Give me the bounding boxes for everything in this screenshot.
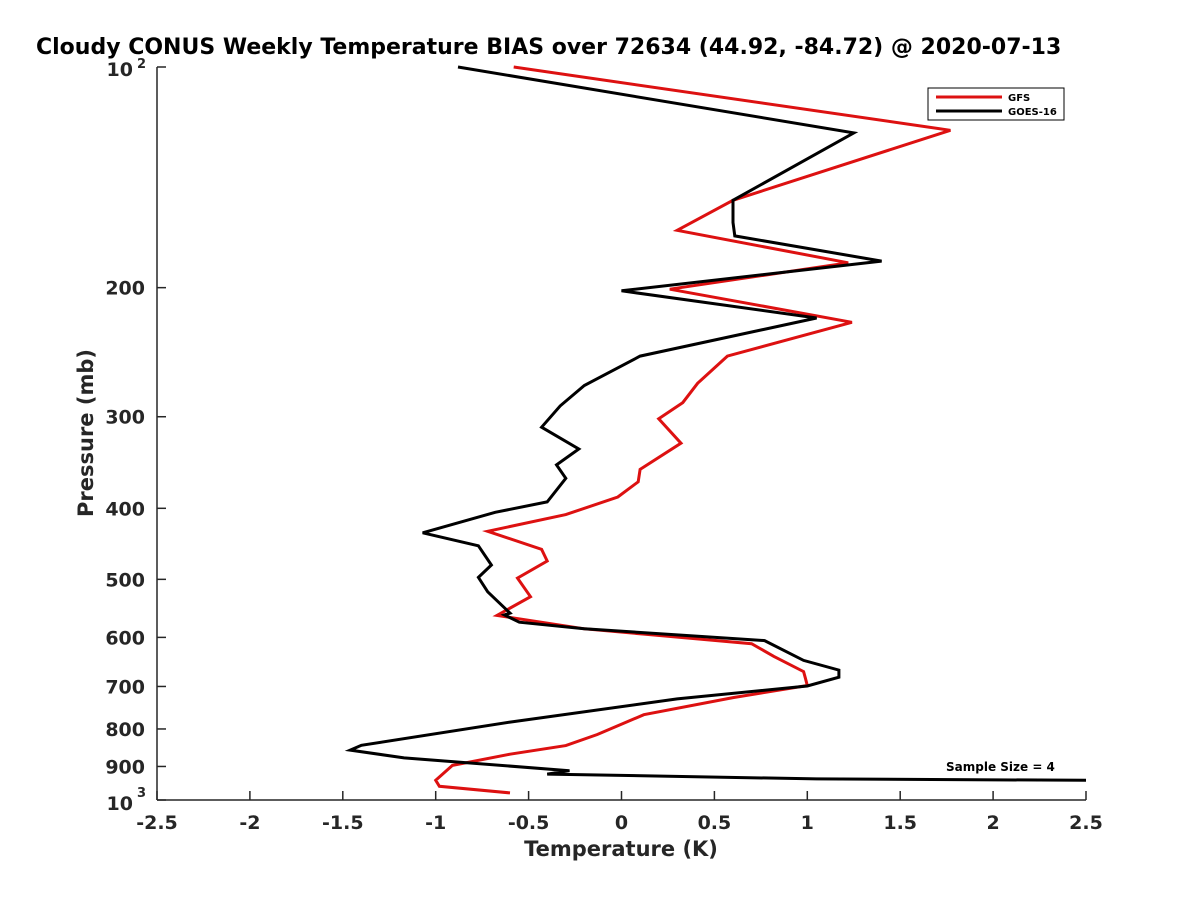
legend-label-goes-16: GOES-16 <box>1008 107 1057 118</box>
x-ticks: -2.5 -2 -1.5 -1 -0.5 0 0.5 1 1.5 2 2.5 <box>136 791 1103 834</box>
sample-size-annotation: Sample Size = 4 <box>946 760 1055 774</box>
y-tick-label: 10 <box>107 59 133 81</box>
y-tick-exponent: 2 <box>137 57 146 72</box>
y-tick-label: 200 <box>105 278 145 300</box>
x-tick-label: -1 <box>425 812 446 834</box>
legend-box <box>927 87 1065 121</box>
legend-label-gfs: GFS <box>1008 93 1030 104</box>
y-tick-label: 10 <box>107 793 133 815</box>
plot-background <box>157 67 1086 800</box>
x-tick-label: -2.5 <box>136 812 178 834</box>
x-tick-label: -0.5 <box>508 812 550 834</box>
y-tick-exponent: 3 <box>137 786 146 801</box>
plot-area <box>157 67 1086 800</box>
y-tick-label: 500 <box>105 569 145 591</box>
chart-title: Cloudy CONUS Weekly Temperature BIAS ove… <box>36 35 1061 60</box>
y-tick-label: 700 <box>105 676 145 698</box>
y-axis-label: Pressure (mb) <box>74 349 98 517</box>
series-line-gfs <box>433 65 951 795</box>
x-tick-label: 2.5 <box>1069 812 1103 834</box>
x-tick-label: 1.5 <box>883 812 917 834</box>
x-tick-label: 1 <box>801 812 814 834</box>
x-tick-label: -2 <box>239 812 260 834</box>
series-layer <box>344 65 1087 795</box>
legend[interactable]: GFS GOES-16 <box>927 87 1065 121</box>
y-tick-label: 300 <box>105 407 145 429</box>
y-ticks: 10 2 200 300 400 500 600 700 800 900 10 3 <box>105 57 166 815</box>
x-axis-label: Temperature (K) <box>524 837 718 861</box>
x-tick-label: 2 <box>986 812 999 834</box>
x-tick-label: -1.5 <box>322 812 364 834</box>
y-tick-label: 800 <box>105 719 145 741</box>
x-tick-label: 0.5 <box>698 812 732 834</box>
y-tick-label: 400 <box>105 498 145 520</box>
y-tick-label: 900 <box>105 756 145 778</box>
x-tick-label: 0 <box>615 812 628 834</box>
y-tick-label: 600 <box>105 627 145 649</box>
series-line-goes-16 <box>344 65 1087 782</box>
